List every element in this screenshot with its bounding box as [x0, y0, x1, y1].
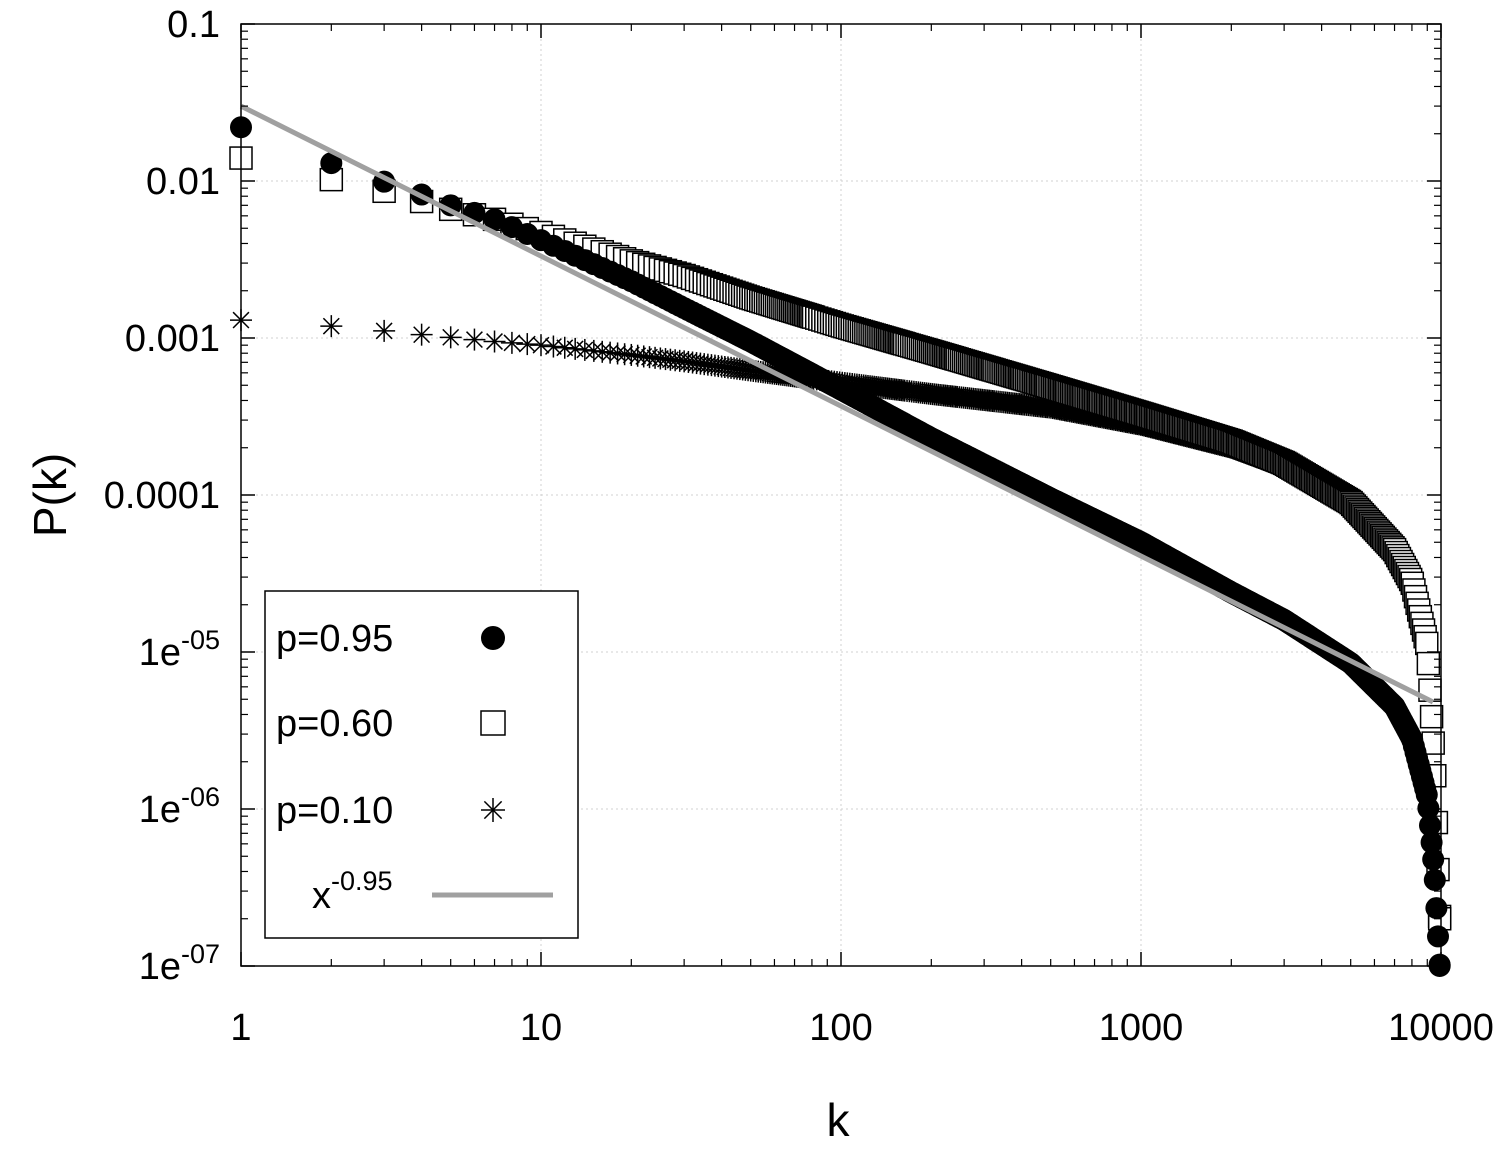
data-point — [1419, 704, 1444, 729]
asterisk-stroke — [576, 341, 594, 359]
asterisk-stroke — [375, 322, 393, 340]
x-tick-label: 10 — [520, 1007, 562, 1049]
data-point — [320, 152, 343, 175]
y-tick-label: 1e-06 — [139, 782, 220, 831]
asterisk-stroke — [601, 344, 619, 362]
data-point — [1418, 814, 1441, 837]
legend-box — [264, 590, 579, 939]
data-point — [1415, 631, 1439, 656]
data-point — [1420, 831, 1443, 854]
legend-marker — [480, 710, 506, 736]
data-point — [483, 208, 506, 231]
data-point — [1425, 897, 1448, 920]
x-tick-label: 10000 — [1388, 1007, 1494, 1049]
asterisk-stroke — [483, 800, 503, 820]
asterisk-stroke — [566, 340, 584, 358]
y-tick-label: 0.0001 — [104, 475, 220, 517]
legend: p=0.95 p=0.60 p=0.10 x-0.95 — [264, 590, 579, 939]
data-point — [1417, 797, 1440, 820]
asterisk-stroke — [442, 328, 460, 346]
data-point — [553, 336, 576, 359]
x-tick-label: 1000 — [1099, 1007, 1184, 1049]
legend-label: p=0.95 — [276, 618, 393, 660]
y-tick-label: 1e-07 — [139, 939, 220, 988]
asterisk-stroke — [585, 342, 603, 360]
asterisk-stroke — [465, 331, 483, 349]
data-point — [530, 334, 552, 357]
legend-label: p=0.10 — [276, 790, 393, 832]
series-p=0.95 — [230, 116, 1451, 977]
asterisk-stroke — [556, 339, 574, 357]
y-tick-label: 1e-05 — [139, 625, 220, 674]
data-point — [500, 331, 523, 354]
data-point — [410, 323, 433, 346]
data-point — [483, 330, 506, 353]
asterisk-stroke — [518, 335, 536, 353]
asterisk-stroke — [413, 326, 431, 344]
legend-marker — [481, 626, 505, 650]
y-axis-label: P(k) — [24, 453, 76, 537]
data-point — [463, 328, 486, 351]
data-point — [1416, 651, 1441, 676]
asterisk-stroke — [486, 333, 503, 350]
y-tick-label: 0.1 — [167, 4, 220, 46]
asterisk-stroke — [609, 345, 627, 362]
y-tick-label: 0.001 — [125, 318, 220, 360]
legend-marker — [481, 798, 505, 822]
fit-line — [239, 103, 1435, 705]
x-tick-label: 1 — [230, 1007, 251, 1049]
ticks: 1 10 100 1000 10000 0.1 0.01 0.001 0.0001 1e-05 1e… — [104, 4, 1494, 1049]
data-point — [439, 326, 462, 349]
data-point — [1423, 868, 1446, 891]
x-axis-label: k — [827, 1094, 851, 1146]
asterisk-stroke — [503, 334, 521, 352]
data-point — [320, 315, 343, 338]
data-point — [1427, 925, 1450, 948]
x-tick-label: 100 — [809, 1007, 872, 1049]
y-tick-label: 0.01 — [146, 161, 220, 203]
data-point — [516, 333, 539, 356]
asterisk-stroke — [593, 343, 611, 361]
legend-label: p=0.60 — [276, 703, 393, 745]
asterisk-stroke — [322, 317, 340, 335]
data-point — [542, 335, 565, 358]
data-point — [1422, 848, 1445, 871]
data-point — [373, 319, 396, 342]
series-layer — [229, 103, 1452, 977]
legend-label: x-0.95 — [312, 866, 393, 917]
